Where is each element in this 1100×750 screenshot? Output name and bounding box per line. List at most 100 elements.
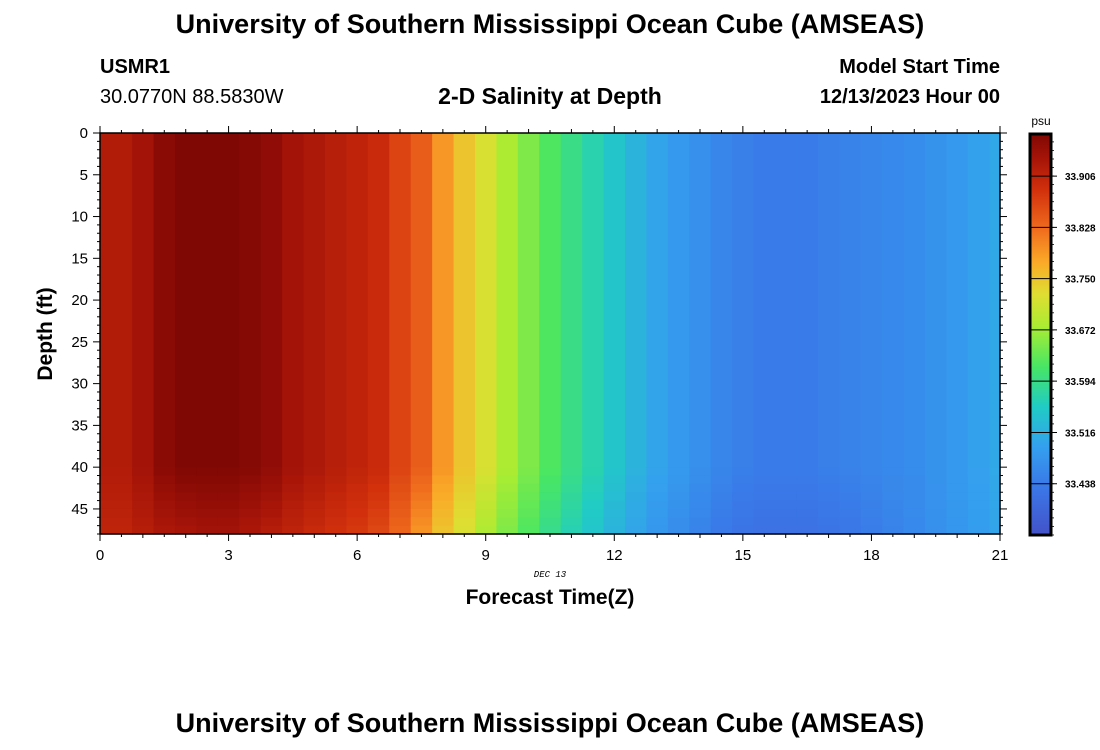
heatmap-cell [839, 467, 862, 477]
heatmap-cell [560, 492, 583, 502]
heatmap-cell [560, 133, 583, 468]
heatmap-cell [175, 492, 198, 502]
heatmap-cell [132, 508, 155, 518]
x-tick-label: 0 [96, 547, 104, 564]
heatmap-cell [753, 525, 776, 535]
station-id: USMR1 [100, 56, 171, 78]
plot-title: 2-D Salinity at Depth [438, 83, 662, 109]
heatmap-cell [625, 133, 648, 468]
heatmap-cell [539, 133, 562, 468]
heatmap-cell [775, 508, 798, 518]
heatmap-cell [689, 475, 712, 485]
heatmap-cell [603, 467, 626, 477]
heatmap-cell [646, 508, 669, 518]
heatmap-cell [410, 500, 433, 510]
colorbar-tick-label: 33.594 [1065, 377, 1096, 388]
heatmap-cell [989, 492, 1001, 502]
heatmap-cell [432, 517, 455, 527]
heatmap-cell [817, 525, 840, 535]
heatmap-cell [475, 467, 498, 477]
heatmap-cell [410, 508, 433, 518]
heatmap-cell [175, 475, 198, 485]
heatmap-cell [689, 492, 712, 502]
heatmap-cell [903, 467, 926, 477]
heatmap-cell [325, 475, 348, 485]
heatmap-cell [775, 525, 798, 535]
heatmap-cell [667, 492, 690, 502]
heatmap-cell [325, 508, 348, 518]
heatmap-cell [732, 517, 755, 527]
heatmap-cell [282, 133, 305, 468]
heatmap-cell [217, 525, 240, 535]
heatmap-cell [367, 508, 390, 518]
heatmap-cell [603, 500, 626, 510]
heatmap-cell [196, 133, 219, 468]
heatmap-cell [260, 517, 283, 527]
heatmap-cell [367, 475, 390, 485]
heatmap-cell [153, 492, 176, 502]
heatmap-cell [132, 133, 155, 468]
x-tick-label: 9 [482, 547, 490, 564]
heatmap-cell [346, 492, 369, 502]
y-tick-label: 45 [71, 501, 88, 518]
heatmap-cell [239, 133, 262, 468]
heatmap-cell [796, 475, 819, 485]
heatmap-cell [710, 467, 733, 477]
heatmap-cell [989, 467, 1001, 477]
heatmap-cell [646, 467, 669, 477]
heatmap-cell [753, 483, 776, 493]
heatmap-cell [175, 133, 198, 468]
heatmap-cell [346, 500, 369, 510]
heatmap-cell [153, 500, 176, 510]
heatmap-cell [389, 133, 412, 468]
heatmap-cell [667, 483, 690, 493]
heatmap-cell [367, 133, 390, 468]
heatmap-cell [646, 500, 669, 510]
heatmap-cell [582, 517, 605, 527]
heatmap-cell [946, 467, 969, 477]
heatmap-cell [667, 508, 690, 518]
station-coordinates: 30.0770N 88.5830W [100, 86, 284, 108]
heatmap-cell [882, 525, 905, 535]
heatmap-cell [153, 133, 176, 468]
heatmap-cell [817, 492, 840, 502]
heatmap-cell [303, 133, 326, 468]
heatmap-cell [967, 475, 990, 485]
heatmap-cell [539, 467, 562, 477]
heatmap-cell [475, 133, 498, 468]
y-tick-label: 0 [80, 125, 88, 142]
heatmap-cell [817, 483, 840, 493]
heatmap-cell [775, 500, 798, 510]
y-tick-label: 25 [71, 334, 88, 351]
heatmap-cell [882, 517, 905, 527]
heatmap-cell [946, 475, 969, 485]
heatmap-cell [175, 483, 198, 493]
heatmap-cell [860, 475, 883, 485]
heatmap-cell [389, 483, 412, 493]
heatmap-cell [196, 525, 219, 535]
heatmap-cell [260, 500, 283, 510]
heatmap-cell [710, 508, 733, 518]
heatmap-cell [303, 475, 326, 485]
heatmap-cell [217, 517, 240, 527]
heatmap-cell [260, 475, 283, 485]
heatmap-cell [646, 475, 669, 485]
heatmap-cell [753, 508, 776, 518]
heatmap-cell [753, 500, 776, 510]
heatmap-cell [860, 508, 883, 518]
heatmap-cell [432, 508, 455, 518]
heatmap-cell [132, 483, 155, 493]
heatmap-cell [667, 525, 690, 535]
heatmap-cell [282, 483, 305, 493]
heatmap-cell [860, 525, 883, 535]
heatmap-cell [689, 508, 712, 518]
heatmap-cell [282, 508, 305, 518]
x-tick-label: 12 [606, 547, 623, 564]
heatmap-cell [153, 467, 176, 477]
heatmap-cell [582, 500, 605, 510]
heatmap-cell [732, 508, 755, 518]
heatmap-cell [646, 133, 669, 468]
heatmap-cell [517, 475, 540, 485]
heatmap-cell [389, 508, 412, 518]
